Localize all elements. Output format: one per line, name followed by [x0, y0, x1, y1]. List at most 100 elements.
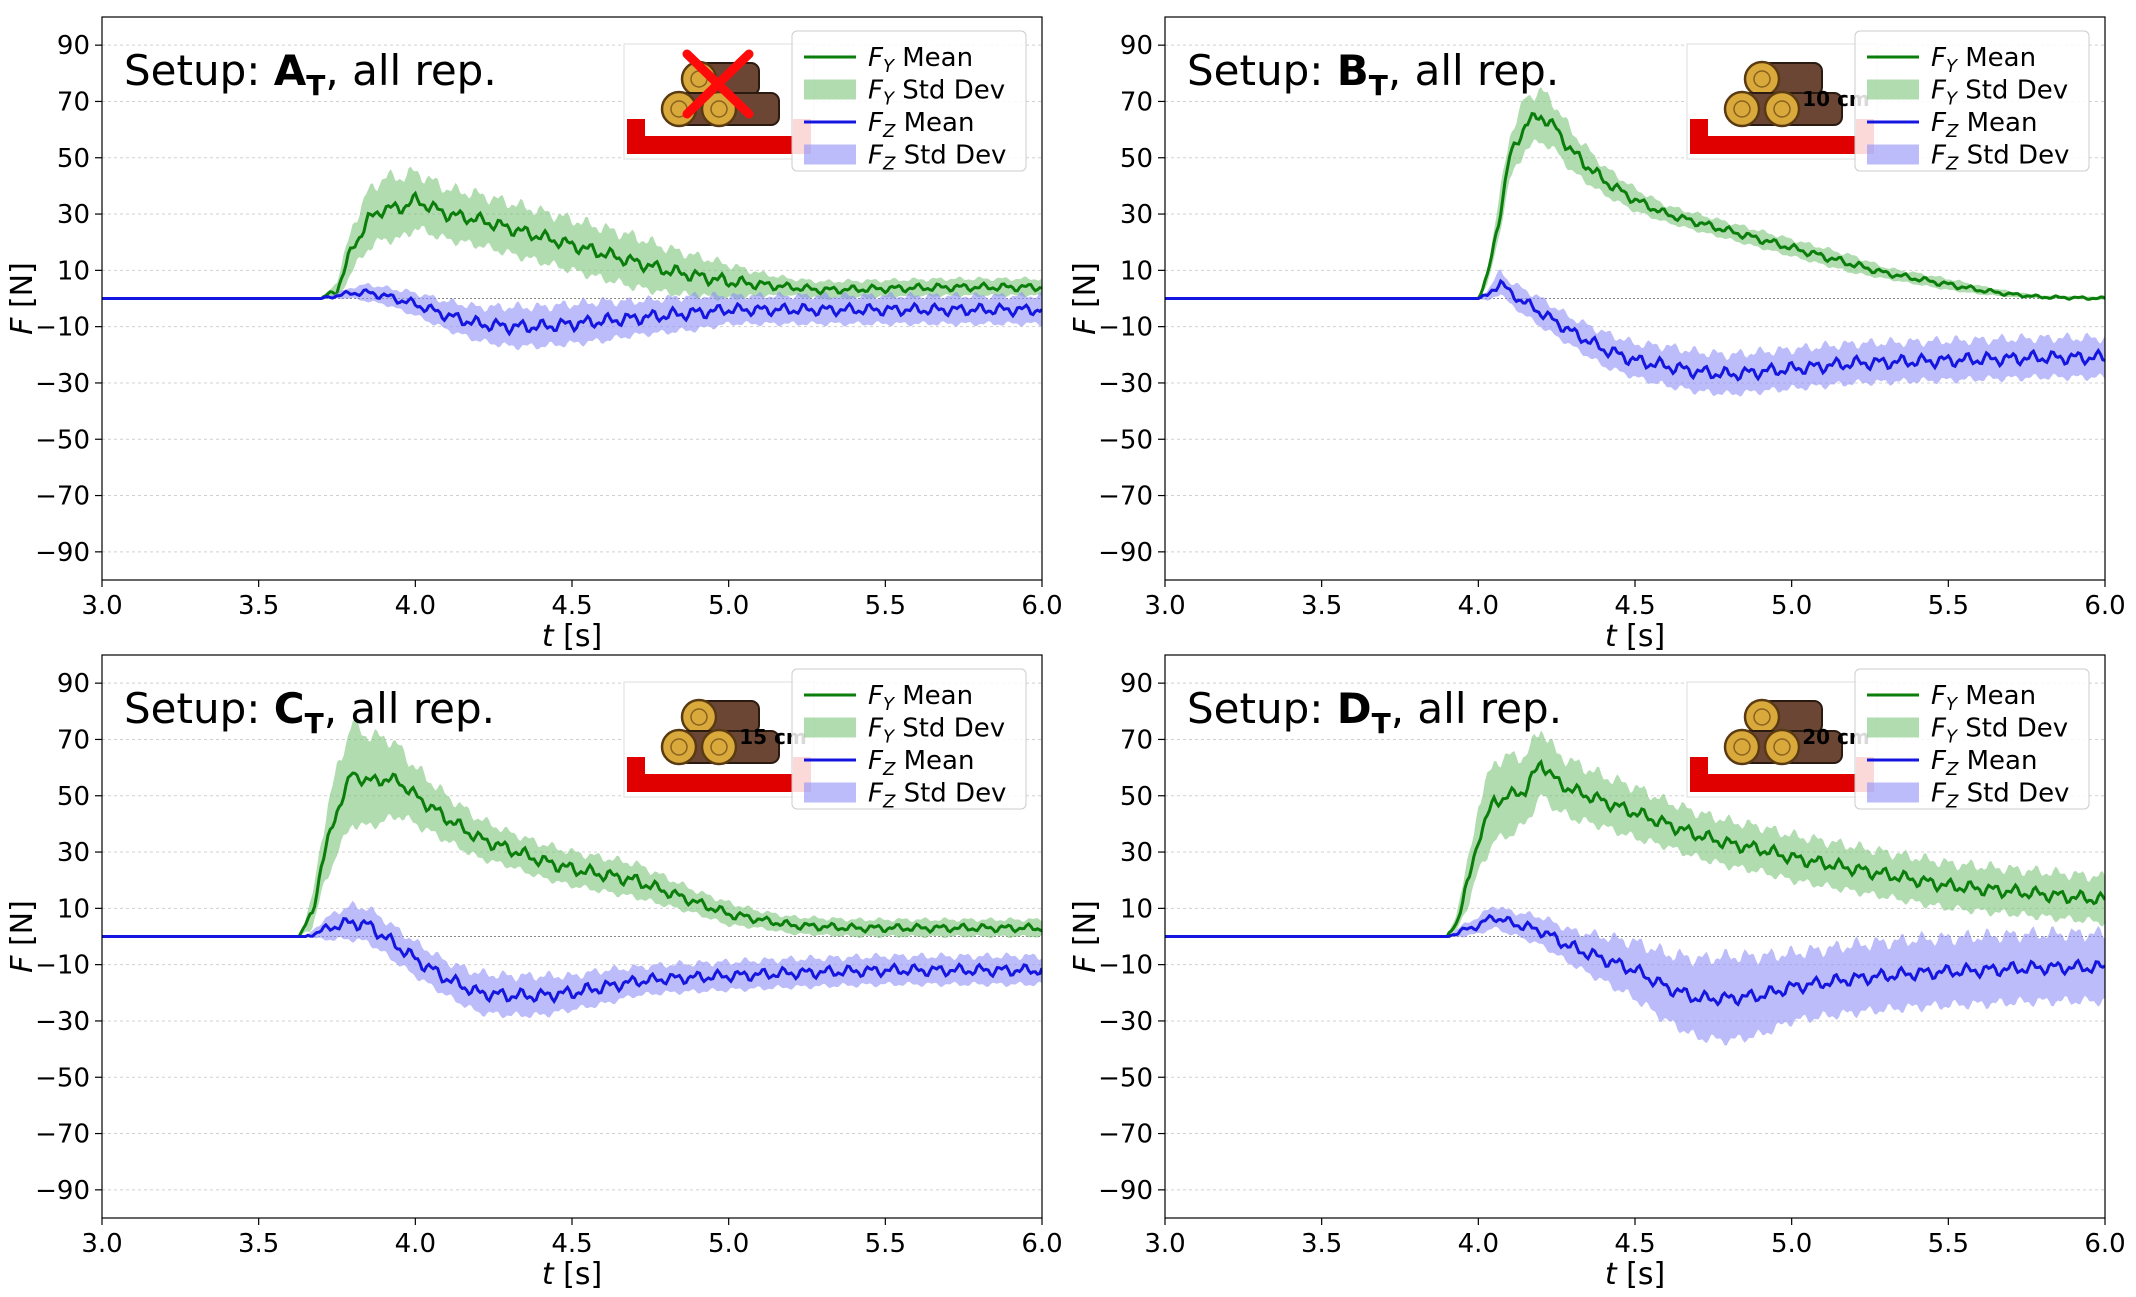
legend-subscript: Y: [883, 694, 896, 715]
subplot-C: 90 70 50 30 10 −10 −30 −50 −70 −90 3.0 3.5 4.0 4.5 5.0…: [5, 654, 1063, 1292]
y-tick-label: 90: [57, 669, 90, 699]
log-end: [1763, 728, 1801, 766]
setup-suffix: , all rep.: [1388, 46, 1559, 95]
legend-text: Mean: [894, 43, 973, 73]
x-tick-label: 4.5: [551, 591, 592, 621]
legend-text: Std Dev: [894, 714, 1005, 744]
x-axis-label: t [s]: [1605, 619, 1665, 654]
legend-box: [791, 668, 1027, 810]
setup-letter: A: [274, 46, 307, 95]
log-ring: [1753, 70, 1771, 88]
legend-symbol: F: [1931, 681, 1947, 711]
y-tick-label: 50: [1120, 782, 1153, 812]
legend-symbol: F: [868, 141, 884, 171]
legend-symbol: F: [1931, 108, 1947, 138]
legend-symbol: F: [868, 76, 884, 106]
setup-subscript: T: [1369, 69, 1388, 102]
setup-title: Setup: CT, all rep.: [124, 684, 495, 740]
y-tick-label: 10: [1120, 894, 1153, 924]
legend-subscript: Z: [882, 121, 896, 142]
y-tick-label: 90: [57, 31, 90, 61]
series-band-fy: [102, 166, 1042, 302]
legend-subscript: Z: [1945, 121, 1959, 142]
legend-symbol: F: [1931, 746, 1947, 776]
log-ring: [1733, 100, 1751, 118]
log-stack-icon: 20 cm: [1686, 681, 1878, 798]
setup-prefix: Setup:: [1187, 46, 1337, 95]
legend-subscript: Z: [882, 759, 896, 780]
x-tick-label: 6.0: [1021, 591, 1062, 621]
x-tick-label: 3.5: [238, 1229, 279, 1259]
legend-entry: FY Mean: [1931, 681, 2036, 715]
x-tick-label: 4.0: [1458, 1229, 1499, 1259]
log-ring: [710, 100, 728, 118]
legend-subscript: Y: [883, 56, 896, 77]
series-band-fy: [1165, 87, 2105, 300]
x-tick-label: 4.5: [551, 1229, 592, 1259]
tray-shape: [627, 119, 811, 154]
setup-subscript: T: [306, 69, 325, 102]
legend-subscript: Y: [1946, 727, 1959, 748]
setup-subscript: T: [305, 707, 324, 740]
x-tick-label: 3.0: [1144, 1229, 1185, 1259]
legend-box: [1854, 30, 2090, 172]
legend-text: Mean: [1958, 746, 2037, 776]
log-end: [660, 728, 698, 766]
y-tick-label: −90: [35, 1176, 90, 1206]
legend-swatch-band: [804, 144, 856, 165]
x-tick-label: 5.5: [1928, 591, 1969, 621]
x-axis-unit: [s]: [554, 1257, 603, 1292]
tray-shape: [1690, 119, 1874, 154]
legend-swatch-band: [1867, 782, 1919, 803]
y-axis-label: F [N]: [5, 262, 40, 335]
x-tick-label: 5.5: [1928, 1229, 1969, 1259]
legend-text: Mean: [895, 746, 974, 776]
series-line-fz: [1165, 913, 2105, 1007]
y-tick-label: 30: [57, 838, 90, 868]
log-ring: [690, 708, 708, 726]
series-band-fy: [102, 718, 1042, 939]
legend-subscript: Z: [1945, 154, 1959, 175]
legend-symbol: F: [1931, 76, 1947, 106]
y-tick-label: 30: [57, 200, 90, 230]
y-tick-label: 70: [57, 725, 90, 755]
legend-text: Std Dev: [895, 141, 1006, 171]
legend-subscript: Z: [1945, 792, 1959, 813]
series-band-fz: [102, 282, 1042, 351]
legend-symbol: F: [1931, 43, 1947, 73]
y-tick-label: 10: [1120, 256, 1153, 286]
y-tick-label: −30: [1098, 369, 1153, 399]
legend-text: Std Dev: [895, 779, 1006, 809]
setup-title: Setup: AT, all rep.: [124, 46, 497, 102]
log-stack-icon: [623, 43, 815, 160]
log-stack-icon: 15 cm: [623, 681, 815, 798]
y-tick-label: −90: [1098, 1176, 1153, 1206]
setup-suffix: , all rep.: [325, 46, 496, 95]
legend-entry: FZ Std Dev: [868, 141, 1006, 175]
x-tick-label: 3.5: [1301, 591, 1342, 621]
legend-text: Mean: [1957, 681, 2036, 711]
setup-letter: C: [274, 684, 305, 733]
setup-prefix: Setup:: [124, 684, 274, 733]
y-tick-label: −70: [1098, 1120, 1153, 1150]
log-end: [1723, 728, 1761, 766]
log-ring: [1773, 100, 1791, 118]
legend-subscript: Y: [1946, 56, 1959, 77]
y-axis-unit: [N]: [1068, 262, 1103, 317]
legend-swatch-band: [1867, 144, 1919, 165]
y-tick-label: −10: [35, 313, 90, 343]
legend-symbol: F: [868, 681, 884, 711]
legend-entry: FZ Mean: [868, 746, 974, 780]
legend-subscript: Z: [1945, 759, 1959, 780]
x-tick-label: 4.0: [1458, 591, 1499, 621]
legend-symbol: F: [868, 746, 884, 776]
legend-entry: FZ Std Dev: [868, 779, 1006, 813]
y-axis-symbol: F: [5, 317, 40, 335]
legend-swatch-band: [804, 717, 856, 738]
y-tick-label: −90: [35, 538, 90, 568]
legend-text: Mean: [894, 681, 973, 711]
y-axis-unit: [N]: [1068, 900, 1103, 955]
